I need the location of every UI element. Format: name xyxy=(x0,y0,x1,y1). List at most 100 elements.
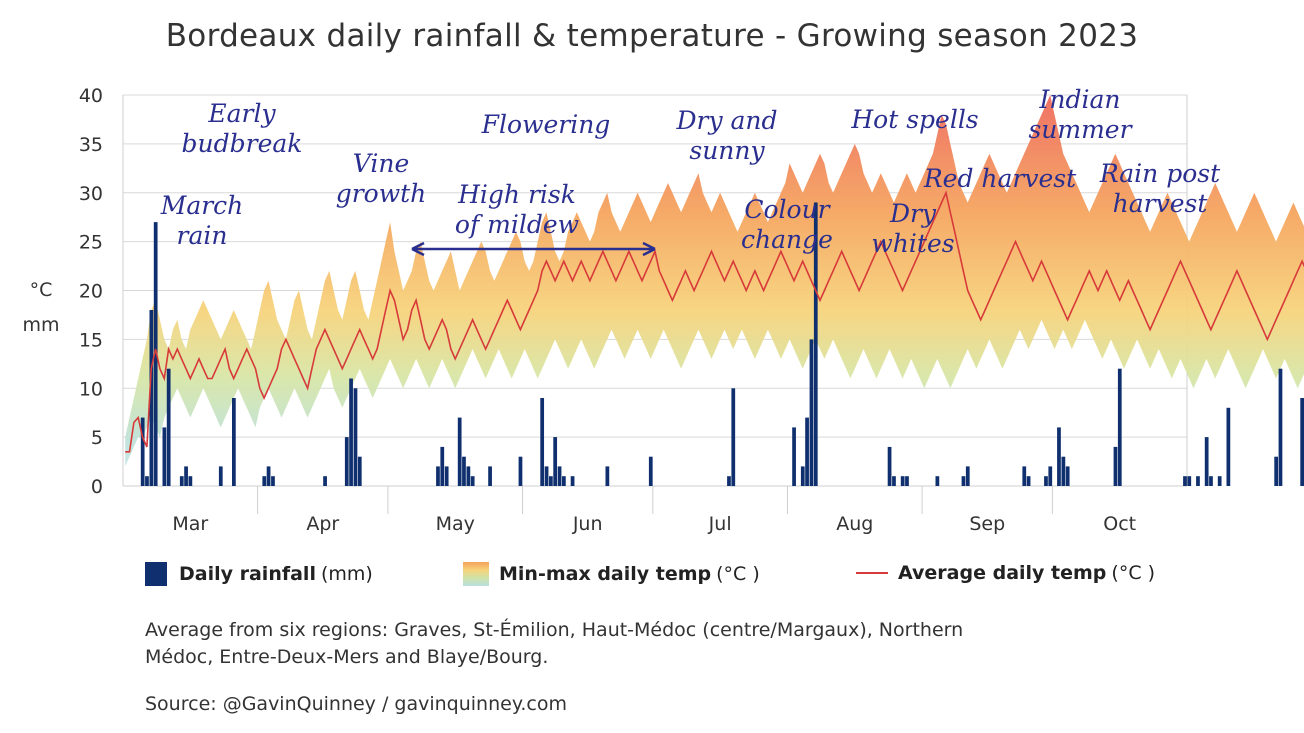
y-tick-label: 10 xyxy=(79,378,103,400)
rainfall-bar xyxy=(145,476,149,486)
rainfall-bar xyxy=(1065,466,1070,486)
rainfall-bar xyxy=(805,417,809,486)
x-tick-label: Apr xyxy=(306,513,339,535)
annotation-label: Vine growth xyxy=(336,149,427,208)
legend-item-rainfall: Daily rainfall (mm) xyxy=(145,562,373,586)
rainfall-bar xyxy=(162,427,167,486)
rainfall-bar xyxy=(792,427,796,486)
rainfall-bar xyxy=(184,466,188,486)
temp-range-area xyxy=(125,95,1304,467)
temp-range-band xyxy=(125,95,1304,467)
rainfall-bars xyxy=(140,202,1304,487)
rainfall-bar xyxy=(900,476,905,486)
rainfall-bar xyxy=(1044,476,1048,486)
rainfall-bar xyxy=(466,466,471,486)
annotation-label: Dry whites xyxy=(871,199,954,258)
rainfall-bar xyxy=(188,476,193,486)
legend-unit-avg-temp: (°C ) xyxy=(1111,562,1156,584)
rainfall-bar xyxy=(323,476,327,486)
annotation-label: Rain post harvest xyxy=(1099,159,1221,218)
rainfall-bar xyxy=(153,222,158,486)
legend-label-avg-temp: Average daily temp xyxy=(898,562,1107,584)
legend-swatch-temp-range xyxy=(463,562,489,586)
rainfall-bar xyxy=(444,466,449,486)
rainfall-bar xyxy=(353,388,358,487)
avg-temp-line xyxy=(125,190,1304,453)
rainfall-bar xyxy=(557,466,562,486)
x-tick-label: Mar xyxy=(172,513,208,535)
x-tick-label: Aug xyxy=(836,513,873,535)
x-tick-label: Jun xyxy=(572,513,603,535)
rainfall-bar xyxy=(1113,446,1118,486)
source-note: Source: @GavinQuinney / gavinquinney.com xyxy=(145,693,567,715)
rainfall-bar xyxy=(1217,476,1222,486)
rainfall-bar xyxy=(813,202,818,486)
legend-swatch-rainfall xyxy=(145,562,167,586)
y-axis-label: mm xyxy=(22,314,59,336)
rainfall-bar xyxy=(266,466,271,486)
rainfall-bar xyxy=(470,476,475,486)
y-tick-label: 25 xyxy=(79,232,103,254)
legend-item-temp-range: Min-max daily temp (°C ) xyxy=(463,562,760,586)
rainfall-bar xyxy=(1057,427,1061,486)
rainfall-bar xyxy=(462,456,466,486)
chart-title: Bordeaux daily rainfall & temperature - … xyxy=(165,18,1139,54)
chart-canvas: 0 5 10 15 20 25 30 35 40 Mar Apr May Jun Jul Aug Sep Oct… xyxy=(22,85,1304,535)
x-tick-label: Sep xyxy=(969,513,1005,535)
rainfall-bar xyxy=(887,446,892,486)
y-tick-label: 30 xyxy=(79,183,103,205)
rainfall-bar xyxy=(727,476,731,486)
legend-label-temp-range: Min-max daily temp xyxy=(499,563,712,585)
legend-unit-temp-range: (°C ) xyxy=(716,563,760,585)
y-tick-label: 15 xyxy=(79,329,103,351)
rainfall-bar xyxy=(892,476,896,486)
regions-note: Average from six regions: Graves, St-Émi… xyxy=(145,617,963,671)
annotation-label: High risk of mildew xyxy=(455,180,579,239)
annotation-label: Early budbreak xyxy=(182,99,303,158)
rainfall-bar xyxy=(544,466,549,486)
mildew-arrow xyxy=(411,241,656,257)
rainfall-bar xyxy=(1061,456,1066,486)
rainfall-bar xyxy=(218,466,223,486)
annotation-label: March rain xyxy=(160,191,244,250)
legend-unit-rainfall: (mm) xyxy=(320,563,373,585)
rainfall-bar xyxy=(457,417,462,486)
y-axis-label: °C xyxy=(30,279,53,301)
regions-note-line-2: Médoc, Entre-Deux-Mers and Blaye/Bourg. xyxy=(145,646,549,668)
rainfall-bar xyxy=(605,466,610,486)
avg-temp-polyline xyxy=(125,190,1304,453)
rainfall-bar xyxy=(1117,368,1122,486)
rainfall-bar xyxy=(1278,368,1283,486)
rainfall-bar xyxy=(344,437,349,486)
x-tick-label: Jul xyxy=(708,513,732,535)
rainfall-bar xyxy=(271,476,275,486)
rainfall-bar xyxy=(166,368,171,486)
rainfall-bar xyxy=(1274,456,1279,486)
y-tick-label: 5 xyxy=(91,427,103,449)
legend-label-rainfall: Daily rainfall xyxy=(179,563,316,585)
y-tick-label: 35 xyxy=(79,134,103,156)
rainfall-bar xyxy=(965,466,970,486)
rainfall-bar xyxy=(961,476,966,486)
rainfall-bar xyxy=(1226,407,1231,486)
annotation-label: Indian summer xyxy=(1028,85,1133,144)
x-tick-label: Oct xyxy=(1103,513,1136,535)
rainfall-bar xyxy=(140,417,145,486)
annotation-label: Hot spells xyxy=(850,105,978,134)
rainfall-bar xyxy=(809,339,814,486)
rainfall-bar xyxy=(518,456,523,486)
annotations: Early budbreak March rain Vine growth High ris… xyxy=(160,85,1221,258)
rainfall-bar xyxy=(549,476,553,486)
rainfall-bar xyxy=(570,476,575,486)
rainfall-bar xyxy=(800,466,805,486)
axes: 0 5 10 15 20 25 30 35 40 Mar Apr May Jun Jul Aug Sep Oct… xyxy=(22,85,1136,535)
rainfall-bar xyxy=(1196,476,1200,486)
rainfall-bar xyxy=(179,476,184,486)
legend-item-avg-temp: Average daily temp (°C ) xyxy=(856,562,1155,584)
rainfall-bar xyxy=(553,437,558,486)
y-tick-label: 40 xyxy=(79,85,103,107)
legend-swatch-avg-temp xyxy=(856,572,888,574)
rainfall-bar xyxy=(540,398,545,486)
rainfall-bar xyxy=(1209,476,1213,486)
rainfall-bar xyxy=(562,476,566,486)
